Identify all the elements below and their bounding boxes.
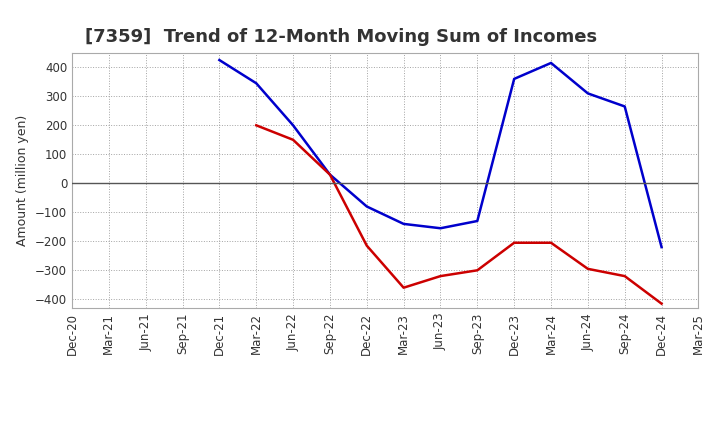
Net Income bbox=[362, 243, 371, 248]
Net Income bbox=[546, 240, 555, 246]
Line: Net Income: Net Income bbox=[256, 125, 662, 304]
Ordinary Income bbox=[325, 172, 334, 177]
Ordinary Income bbox=[400, 221, 408, 227]
Ordinary Income bbox=[252, 81, 261, 86]
Net Income bbox=[325, 172, 334, 177]
Ordinary Income bbox=[436, 226, 445, 231]
Net Income bbox=[400, 285, 408, 290]
Ordinary Income bbox=[510, 76, 518, 81]
Ordinary Income bbox=[583, 91, 592, 96]
Ordinary Income bbox=[473, 218, 482, 224]
Text: [7359]  Trend of 12-Month Moving Sum of Incomes: [7359] Trend of 12-Month Moving Sum of I… bbox=[84, 28, 597, 46]
Ordinary Income bbox=[215, 57, 224, 62]
Net Income bbox=[583, 266, 592, 271]
Line: Ordinary Income: Ordinary Income bbox=[220, 60, 662, 247]
Ordinary Income bbox=[657, 245, 666, 250]
Net Income bbox=[252, 123, 261, 128]
Ordinary Income bbox=[289, 123, 297, 128]
Ordinary Income bbox=[621, 104, 629, 109]
Net Income bbox=[510, 240, 518, 246]
Y-axis label: Amount (million yen): Amount (million yen) bbox=[17, 115, 30, 246]
Net Income bbox=[436, 273, 445, 279]
Net Income bbox=[621, 273, 629, 279]
Net Income bbox=[289, 137, 297, 143]
Net Income bbox=[473, 268, 482, 273]
Ordinary Income bbox=[546, 60, 555, 66]
Net Income bbox=[657, 301, 666, 306]
Ordinary Income bbox=[362, 204, 371, 209]
